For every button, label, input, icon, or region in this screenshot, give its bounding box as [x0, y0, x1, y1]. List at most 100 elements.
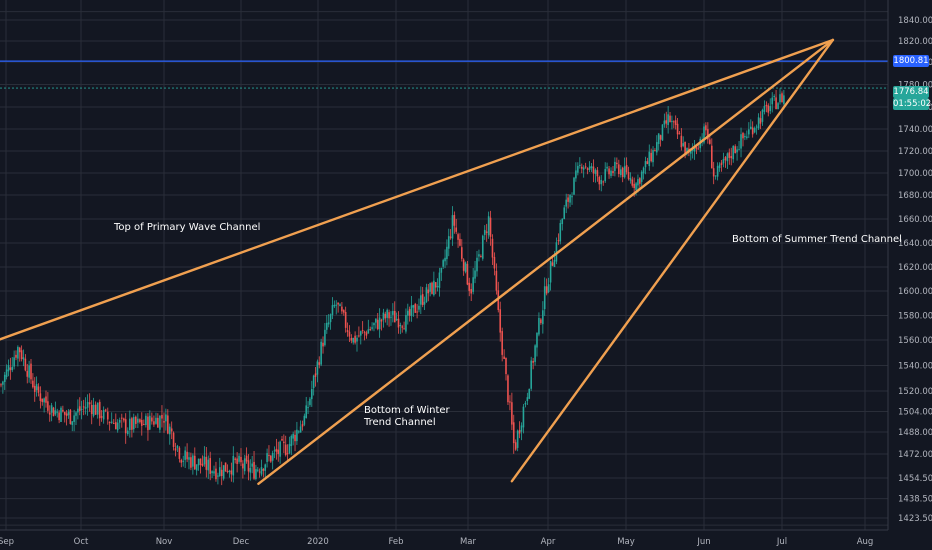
candle-body — [470, 289, 473, 294]
candle-body — [230, 470, 233, 475]
candle-body — [5, 369, 8, 377]
y-tick-label: 1680.00 — [898, 191, 932, 201]
trendline-winter[interactable] — [257, 38, 835, 486]
candle-body — [722, 159, 725, 164]
candle-body — [350, 337, 353, 341]
candle-body — [639, 178, 641, 184]
candle-body — [149, 415, 151, 430]
candle-body — [167, 415, 169, 434]
candle-body — [260, 467, 263, 475]
candle-body — [376, 319, 379, 330]
candle-body — [569, 195, 571, 203]
candle-body — [209, 458, 211, 474]
candle-body — [273, 450, 276, 452]
y-tick-label: 1472.00 — [898, 450, 932, 460]
candle-body — [100, 416, 103, 418]
candle-body — [771, 97, 774, 105]
y-tick-label: 1720.00 — [898, 147, 932, 157]
candle-body — [707, 129, 709, 140]
candle-body — [380, 319, 383, 322]
candle-body — [3, 374, 6, 382]
candle-body — [507, 375, 509, 403]
candle-body — [256, 469, 259, 471]
candle-body — [399, 325, 402, 327]
candle-body — [292, 433, 294, 439]
candle-body — [24, 358, 27, 371]
candle-body — [13, 357, 15, 367]
candle-body — [542, 310, 544, 325]
y-tick-label: 1600.00 — [898, 287, 932, 297]
candle-body — [62, 409, 64, 412]
candle-body — [596, 170, 599, 177]
candle-body — [436, 286, 439, 288]
candle-body — [509, 401, 511, 403]
candle-body — [781, 93, 783, 103]
candle-body — [168, 426, 171, 435]
candle-body — [759, 118, 762, 124]
x-tick-label: Dec — [233, 537, 250, 547]
candlesticks[interactable] — [0, 88, 785, 486]
candle-body — [545, 286, 548, 294]
candle-body — [215, 468, 217, 480]
candle-body — [297, 431, 300, 433]
y-tick-label: 1820.00 — [898, 37, 932, 47]
trendline-primary[interactable] — [0, 38, 835, 343]
countdown-badge: 01:55:02 — [893, 98, 932, 111]
trendlines[interactable] — [0, 38, 835, 486]
candle-body — [410, 305, 413, 317]
candle-body — [28, 365, 30, 378]
candle-body — [559, 223, 562, 242]
candle-body — [412, 305, 415, 308]
x-axis-background — [0, 530, 932, 550]
candle-body — [671, 120, 673, 122]
candle-body — [88, 402, 91, 405]
x-tick-label: May — [617, 537, 635, 547]
candle-body — [561, 218, 564, 225]
candle-body — [268, 455, 270, 457]
candle-body — [346, 330, 349, 332]
candle-body — [403, 328, 405, 330]
candle-body — [255, 469, 257, 480]
candle-body — [393, 310, 396, 323]
trendline-summer[interactable] — [510, 38, 835, 483]
candle-body — [682, 143, 685, 146]
candle-body — [631, 179, 634, 186]
candle-body — [22, 357, 25, 360]
candle-body — [0, 384, 2, 386]
candle-body — [665, 120, 668, 124]
candle-body — [434, 282, 437, 288]
candle-body — [555, 242, 558, 262]
candle-body — [131, 418, 133, 430]
candle-body — [178, 447, 181, 459]
candle-body — [689, 149, 692, 154]
candle-body — [106, 411, 109, 420]
candle-body — [667, 114, 669, 126]
candle-body — [516, 430, 519, 448]
y-tick-label: 1520.00 — [898, 387, 932, 397]
candle-body — [290, 435, 293, 446]
candle-body — [669, 115, 671, 122]
candle-body — [96, 402, 99, 415]
candle-body — [98, 401, 101, 419]
candle-body — [320, 341, 322, 365]
y-tick-label: 1580.00 — [898, 312, 932, 322]
candle-body — [115, 422, 117, 430]
candle-body — [90, 404, 93, 415]
candle-body — [650, 152, 652, 162]
x-tick-label: Oct — [74, 537, 89, 547]
candle-body — [661, 124, 664, 141]
candle-body — [188, 457, 190, 460]
candle-body — [763, 105, 766, 112]
candle-body — [45, 396, 47, 403]
candle-body — [395, 319, 398, 321]
candle-body — [327, 322, 330, 325]
candle-body — [159, 415, 161, 430]
candle-body — [341, 306, 343, 312]
candle-body — [524, 402, 527, 405]
candle-body — [199, 458, 202, 465]
candle-body — [405, 315, 407, 332]
candle-body — [56, 411, 59, 413]
candle-body — [238, 455, 240, 462]
candle-body — [757, 117, 760, 129]
